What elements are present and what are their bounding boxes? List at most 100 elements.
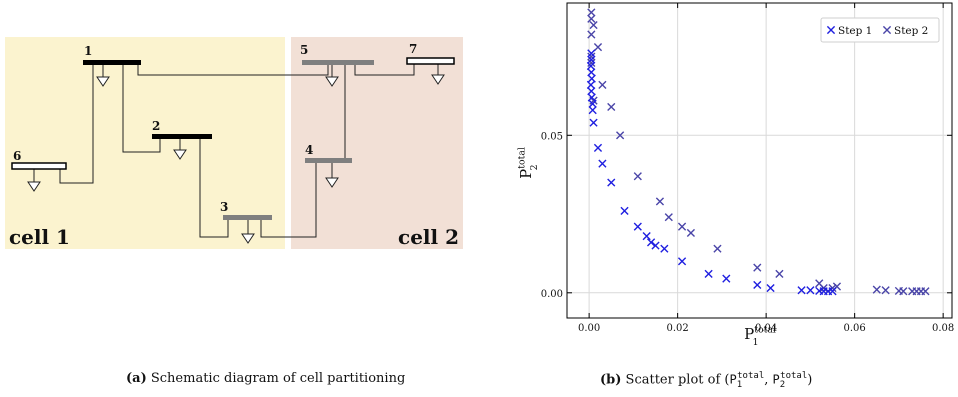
- chart-legend: Step 1 Step 2: [820, 17, 940, 43]
- point-step-1: [633, 222, 642, 231]
- point-step-2: [589, 20, 598, 30]
- caption-a-text: Schematic diagram of cell partitioning: [150, 371, 406, 386]
- point-step-2: [664, 213, 673, 222]
- point-step-1: [660, 244, 669, 253]
- load-icon: [325, 161, 339, 188]
- legend-label-step-2: Step 2: [894, 25, 928, 37]
- bus-label-3: 3: [220, 200, 228, 214]
- legend-marker-step-2: [882, 25, 892, 35]
- point-step-2: [587, 58, 596, 67]
- bus-3: [223, 215, 272, 220]
- chart-points: [586, 8, 930, 296]
- bus-label-2: 2: [152, 119, 160, 133]
- point-step-2: [607, 102, 616, 112]
- point-step-1: [586, 80, 595, 89]
- point-step-1: [587, 55, 596, 64]
- point-step-1: [607, 178, 616, 187]
- point-step-2: [616, 131, 625, 140]
- point-step-2: [899, 287, 908, 296]
- point-step-2: [872, 285, 881, 294]
- point-step-2: [881, 286, 890, 295]
- point-step-2: [587, 14, 596, 23]
- point-step-1: [589, 118, 598, 127]
- bus-5: [302, 60, 374, 65]
- axis-label-sup: total: [516, 147, 527, 169]
- cell-2-region: [291, 37, 463, 249]
- legend-label-step-1: Step 1: [838, 25, 872, 37]
- point-step-1: [646, 238, 656, 247]
- axis-label-base: P: [517, 169, 535, 179]
- axis-label-sup: total: [754, 324, 776, 335]
- point-step-1: [593, 143, 603, 152]
- bus-7: [406, 57, 455, 65]
- caption-b-p1-sub: 1: [736, 379, 743, 390]
- axis-label-base: P: [744, 325, 754, 343]
- point-step-2: [633, 172, 642, 181]
- axis-label-sub: 2: [529, 164, 540, 170]
- caption-b-p1-sup: total: [737, 371, 765, 381]
- bus-label-6: 6: [13, 149, 21, 163]
- axis-label-sub: 1: [753, 337, 759, 348]
- y-axis-label: Ptotal 2: [516, 147, 540, 179]
- caption-b-suffix: ): [807, 372, 813, 388]
- caption-a: (a) Schematic diagram of cell partitioni…: [126, 371, 405, 386]
- point-step-2: [587, 52, 596, 61]
- point-step-1: [704, 269, 713, 278]
- bus-4: [305, 158, 352, 163]
- point-step-1: [587, 49, 596, 58]
- x-tick-label: 0.02: [666, 323, 688, 334]
- plot-frame: [566, 2, 953, 319]
- point-step-1: [588, 106, 597, 115]
- point-step-1: [598, 159, 607, 168]
- bus-6: [11, 162, 67, 170]
- point-step-1: [797, 286, 806, 295]
- point-step-1: [642, 232, 651, 241]
- cell-2-label: cell 2: [398, 225, 459, 249]
- point-step-1: [753, 280, 762, 290]
- point-step-1: [766, 283, 775, 293]
- x-tick-label: 0.00: [578, 323, 600, 334]
- cell-partition-diagram: 1 2 3 4 5 6 7 cell 1 cell 2: [5, 37, 463, 249]
- point-step-1: [587, 87, 596, 96]
- point-step-2: [753, 263, 762, 272]
- point-step-2: [775, 269, 784, 278]
- point-step-1: [586, 61, 595, 71]
- bus-label-7: 7: [409, 42, 417, 56]
- point-step-2: [921, 287, 930, 296]
- point-step-2: [655, 197, 665, 206]
- caption-b: (b) Scatter plot of (P1total, P2total): [600, 371, 812, 390]
- bus-label-5: 5: [300, 43, 308, 57]
- caption-b-tag: (b): [600, 372, 622, 388]
- bus-2: [152, 134, 212, 139]
- point-step-2: [686, 228, 696, 238]
- point-step-2: [587, 8, 596, 17]
- point-step-2: [828, 283, 837, 293]
- point-step-2: [819, 283, 828, 293]
- caption-b-p1: P: [729, 372, 737, 387]
- caption-b-p2-sub: 2: [779, 379, 786, 390]
- load-icon: [325, 63, 339, 87]
- point-step-1: [677, 257, 687, 266]
- point-step-2: [587, 30, 596, 39]
- caption-b-prefix: Scatter plot of (: [625, 372, 730, 388]
- point-step-1: [587, 68, 596, 77]
- caption-b-p2: P: [772, 372, 780, 387]
- bus-label-4: 4: [305, 143, 313, 157]
- point-step-1: [620, 206, 629, 215]
- point-step-2: [677, 222, 687, 231]
- load-icon: [431, 63, 445, 85]
- line-connections: [59, 63, 415, 238]
- point-step-2: [598, 80, 607, 89]
- caption-b-p2-sup: total: [780, 371, 808, 381]
- load-icon: [241, 218, 255, 244]
- load-symbols: [27, 63, 445, 244]
- bus-label-1: 1: [84, 44, 92, 58]
- x-tick-label: 0.06: [844, 323, 866, 334]
- point-step-1: [722, 274, 731, 283]
- y-tick-label: 0.05: [541, 131, 563, 142]
- x-tick-label: 0.04: [755, 323, 777, 334]
- cell-1-label: cell 1: [9, 225, 70, 249]
- y-tick-label: 0.00: [541, 289, 563, 300]
- load-icon: [96, 63, 110, 87]
